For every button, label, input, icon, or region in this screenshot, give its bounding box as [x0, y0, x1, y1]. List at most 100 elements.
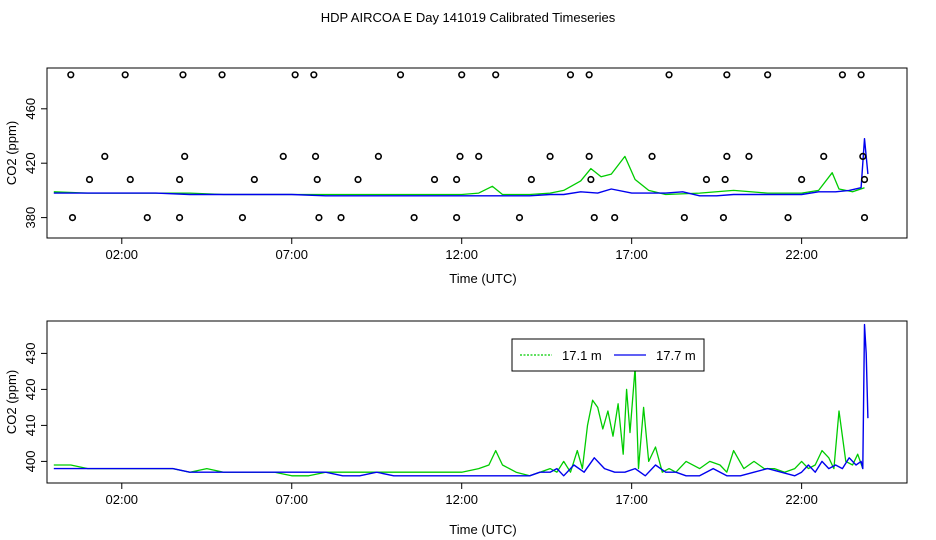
data-point	[238, 214, 247, 222]
data-point	[611, 214, 619, 222]
data-point	[723, 152, 731, 160]
x-tick-label: 22:00	[785, 492, 818, 507]
bottom-series-layer	[53, 323, 869, 477]
x-tick-label: 12:00	[445, 247, 478, 262]
data-point	[665, 71, 673, 79]
legend-label-17-1: 17.1 m	[562, 348, 602, 363]
data-point	[311, 152, 320, 160]
series-17-1-line	[53, 155, 865, 196]
x-tick-label: 22:00	[785, 247, 818, 262]
top-plot-frame	[46, 67, 908, 239]
y-tick-label: 430	[23, 343, 38, 365]
data-point	[566, 71, 575, 79]
data-point	[279, 152, 287, 160]
data-point	[101, 152, 109, 160]
data-point	[587, 175, 595, 184]
bottom-y-axis-label: CO2 (ppm)	[4, 370, 19, 434]
data-point	[430, 175, 439, 184]
x-tick-label: 07:00	[275, 492, 308, 507]
legend: 17.1 m 17.7 m	[511, 338, 705, 372]
top-x-axis: 02:00 07:00 12:00 17:00 22:00	[106, 238, 818, 262]
x-tick-label: 07:00	[275, 247, 308, 262]
x-tick-label: 17:00	[615, 492, 648, 507]
data-point	[453, 175, 461, 184]
data-point	[453, 214, 461, 222]
data-point	[126, 175, 134, 184]
data-point	[475, 152, 483, 160]
data-point	[857, 71, 865, 79]
top-points-layer	[67, 71, 869, 222]
y-tick-label: 400	[23, 451, 38, 473]
data-point	[291, 71, 299, 79]
data-point	[456, 152, 464, 160]
data-point	[85, 175, 94, 184]
data-point	[337, 214, 345, 222]
y-tick-label: 410	[23, 415, 38, 437]
data-point	[590, 214, 598, 222]
data-point	[680, 214, 688, 222]
data-point	[396, 71, 405, 79]
data-point	[702, 175, 711, 184]
data-point	[784, 214, 792, 222]
data-point	[764, 71, 772, 79]
data-point	[721, 175, 729, 184]
top-x-axis-label: Time (UTC)	[449, 271, 516, 286]
data-point	[515, 214, 524, 222]
y-tick-label: 380	[23, 207, 38, 229]
top-y-axis-label: CO2 (ppm)	[4, 121, 19, 185]
legend-label-17-7: 17.7 m	[656, 348, 696, 363]
x-tick-label: 12:00	[445, 492, 478, 507]
x-tick-label: 02:00	[106, 247, 139, 262]
data-point	[492, 71, 500, 79]
data-point	[67, 71, 75, 79]
series-17-1-line	[53, 367, 864, 477]
y-tick-label: 420	[23, 152, 38, 174]
data-point	[310, 71, 318, 79]
bottom-x-axis: 02:00 07:00 12:00 17:00 22:00	[106, 483, 818, 507]
data-point	[820, 152, 828, 160]
data-point	[527, 175, 535, 184]
data-point	[546, 152, 554, 160]
data-point	[859, 152, 867, 160]
data-point	[250, 175, 258, 184]
data-point	[179, 71, 187, 79]
data-point	[315, 214, 323, 222]
data-point	[175, 214, 184, 222]
top-series-layer	[53, 137, 869, 197]
top-panel: 380 420 460 02:00 07:00 12:00 17:00 22:00 Time…	[4, 67, 908, 286]
data-point	[860, 214, 869, 222]
data-point	[410, 214, 418, 222]
data-point	[121, 71, 129, 79]
data-point	[143, 214, 151, 222]
data-point	[181, 152, 189, 160]
data-point	[719, 214, 728, 222]
data-point	[745, 152, 753, 160]
x-tick-label: 02:00	[106, 492, 139, 507]
data-point	[585, 152, 593, 160]
chart-title: HDP AIRCOA E Day 141019 Calibrated Times…	[321, 10, 616, 25]
data-point	[723, 71, 731, 79]
data-point	[68, 214, 77, 222]
bottom-y-axis: 400 410 420 430	[23, 343, 47, 473]
series-17-7-line	[53, 323, 869, 477]
data-point	[313, 175, 321, 184]
series-17-7-line	[53, 137, 869, 197]
bottom-plot-frame	[46, 320, 908, 484]
data-point	[648, 152, 656, 160]
data-point	[354, 175, 362, 184]
data-point	[374, 152, 383, 160]
data-point	[860, 175, 869, 184]
data-point	[458, 71, 466, 79]
x-tick-label: 17:00	[615, 247, 648, 262]
bottom-panel: 400 410 420 430 02:00 07:00 12:00 17:00 22:00 T…	[4, 320, 908, 537]
y-tick-label: 460	[23, 98, 38, 120]
data-point	[175, 175, 184, 184]
data-point	[218, 71, 226, 79]
data-point	[585, 71, 593, 79]
data-point	[798, 175, 806, 184]
top-y-axis: 380 420 460	[23, 98, 47, 229]
bottom-x-axis-label: Time (UTC)	[449, 522, 516, 537]
y-tick-label: 420	[23, 379, 38, 401]
legend-box	[511, 338, 705, 372]
